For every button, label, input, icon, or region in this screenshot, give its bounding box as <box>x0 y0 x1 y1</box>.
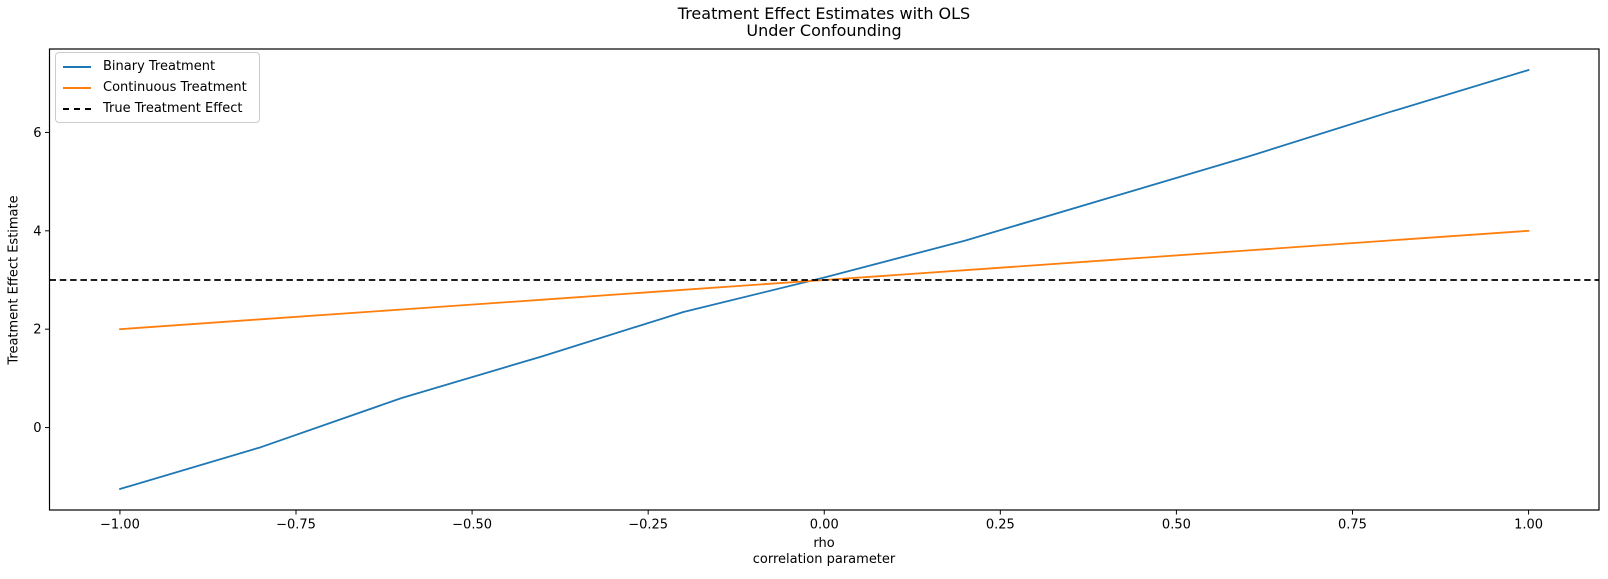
x-axis-label: rho correlation parameter <box>49 536 1599 568</box>
y-tick-label: 0 <box>33 421 41 436</box>
x-tick-label: −0.50 <box>452 518 492 533</box>
chart-title: Treatment Effect Estimates with OLS Unde… <box>49 5 1599 39</box>
x-axis-label-line-2: correlation parameter <box>752 552 896 567</box>
legend: Binary Treatment Continuous Treatment Tr… <box>55 52 260 123</box>
x-tick-label: 0.75 <box>1338 518 1367 533</box>
legend-entry-continuous-treatment: Continuous Treatment <box>63 81 247 94</box>
y-tick-label: 2 <box>33 323 41 338</box>
x-tick-label: −1.00 <box>100 518 140 533</box>
legend-label: Binary Treatment <box>103 59 216 74</box>
x-axis-label-line-1: rho <box>813 536 835 551</box>
x-tick-label: 0.50 <box>1162 518 1191 533</box>
x-tick-label: −0.75 <box>276 518 316 533</box>
legend-line-sample-icon <box>63 86 91 89</box>
y-tick-label: 6 <box>33 126 41 141</box>
x-tick-label: 1.00 <box>1514 518 1543 533</box>
legend-line-sample-icon <box>63 107 91 110</box>
legend-entry-true-treatment-effect: True Treatment Effect <box>63 102 247 115</box>
legend-label: Continuous Treatment <box>103 80 247 95</box>
y-tick-label: 4 <box>33 224 41 239</box>
chart-title-line-1: Treatment Effect Estimates with OLS <box>677 4 971 23</box>
x-tick-label: −0.25 <box>628 518 668 533</box>
y-axis-label: Treatment Effect Estimate <box>6 195 22 365</box>
legend-entry-binary-treatment: Binary Treatment <box>63 60 247 73</box>
binary-treatment-line <box>119 69 1530 490</box>
x-tick-label: 0.00 <box>810 518 839 533</box>
legend-label: True Treatment Effect <box>103 101 243 116</box>
chart-title-line-2: Under Confounding <box>746 21 902 40</box>
x-tick-label: 0.25 <box>986 518 1015 533</box>
plot-border <box>48 48 1600 511</box>
legend-line-sample-icon <box>63 65 91 68</box>
